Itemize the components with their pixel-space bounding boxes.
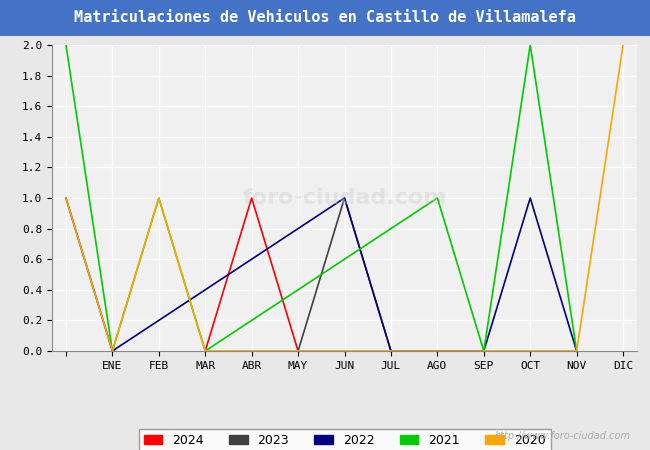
- Text: http://www.foro-ciudad.com: http://www.foro-ciudad.com: [495, 431, 630, 441]
- Legend: 2024, 2023, 2022, 2021, 2020: 2024, 2023, 2022, 2021, 2020: [138, 429, 551, 450]
- Text: foro-ciudad.com: foro-ciudad.com: [242, 188, 447, 208]
- Text: Matriculaciones de Vehiculos en Castillo de Villamalefa: Matriculaciones de Vehiculos en Castillo…: [74, 10, 576, 26]
